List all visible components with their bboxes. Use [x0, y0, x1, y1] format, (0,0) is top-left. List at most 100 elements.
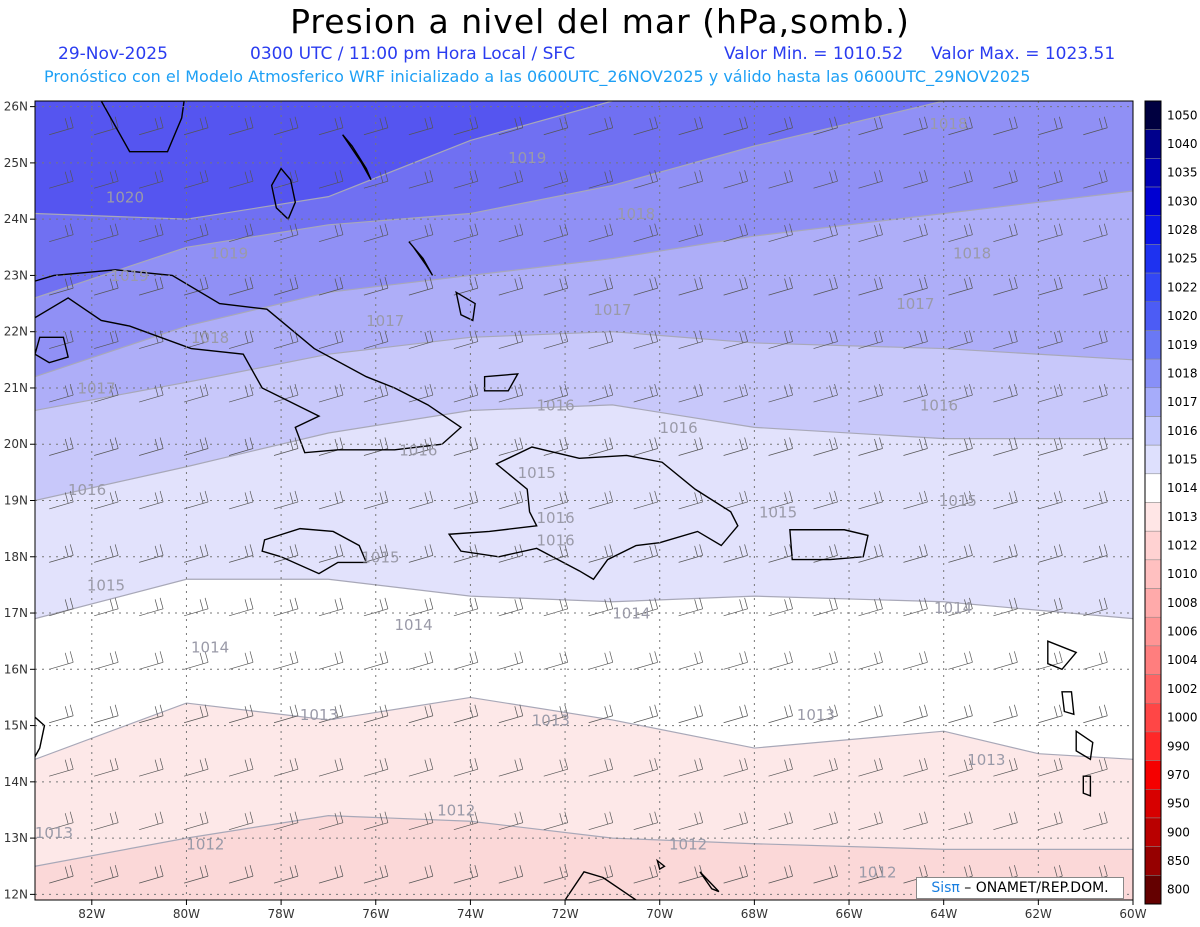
wind-barb: [903, 758, 928, 777]
wind-barb: [858, 758, 883, 777]
wind-barb: [948, 277, 973, 296]
wind-barb: [498, 170, 524, 189]
contour-label: 1020: [106, 188, 144, 206]
wind-barb: [318, 758, 344, 777]
colorbar-label: 1008: [1167, 596, 1198, 610]
wind-barb: [94, 758, 119, 777]
forecast-time: 0300 UTC / 11:00 pm Hora Local / SFC: [250, 44, 576, 64]
wind-barb: [273, 277, 299, 296]
lat-tick-label: 18N: [4, 550, 28, 564]
wind-barb: [183, 651, 209, 670]
contour-label: 1014: [395, 616, 433, 634]
wind-barb: [633, 865, 659, 884]
wind-barb: [49, 383, 74, 403]
wind-barb: [543, 704, 569, 724]
colorbar-label: 1025: [1167, 252, 1198, 266]
coastline-cuba: [35, 269, 463, 454]
wind-barb: [49, 704, 74, 724]
lat-tick-label: 23N: [4, 268, 28, 282]
wind-barb: [993, 811, 1018, 831]
wind-barb: [543, 277, 569, 296]
wind-barb: [993, 544, 1018, 563]
wind-barb: [318, 330, 344, 349]
wind-barb: [498, 277, 524, 296]
wind-barb: [94, 330, 119, 349]
colorbar-label: 1006: [1167, 625, 1198, 639]
wind-barb: [318, 116, 344, 136]
wind-barb: [588, 330, 614, 349]
wind-barb: [633, 277, 659, 296]
colorbar-swatch: [1144, 760, 1162, 790]
colorbar-label: 1014: [1167, 481, 1198, 495]
colorbar-swatch: [1144, 358, 1162, 389]
wind-barb: [408, 597, 434, 617]
wind-barb: [903, 704, 928, 724]
wind-barb: [408, 330, 434, 349]
wind-barb: [678, 437, 703, 456]
colorbar-swatch: [1144, 330, 1162, 360]
wind-barb: [633, 116, 659, 136]
wind-barb: [768, 437, 793, 456]
wind-barb: [453, 116, 479, 136]
wind-barb: [183, 704, 209, 724]
wind-barb: [94, 597, 119, 617]
wind-barb: [498, 383, 524, 403]
contour-label: 1013: [35, 824, 73, 842]
wind-barb: [543, 651, 569, 670]
wind-barb: [1038, 277, 1063, 296]
wind-barb: [723, 865, 748, 884]
wind-barb: [139, 383, 164, 403]
wind-barb: [94, 277, 119, 296]
wind-barb: [183, 437, 209, 456]
wind-barb: [948, 597, 973, 617]
wind-barb: [1038, 811, 1063, 831]
min-value: Valor Min. = 1010.52: [724, 44, 904, 64]
wind-barb: [723, 651, 748, 670]
lat-tick-label: 15N: [4, 719, 28, 733]
lon-tick-label: 82W: [78, 907, 105, 921]
wind-barb: [948, 704, 973, 724]
wind-barb: [723, 170, 748, 189]
wind-barb: [588, 811, 614, 831]
wind-barb: [768, 170, 793, 189]
wind-barb: [768, 383, 793, 403]
colorbar-label: 990: [1167, 739, 1190, 753]
wind-barb: [139, 223, 164, 243]
coastline-puerto-rico: [789, 529, 869, 561]
wind-barb: [588, 116, 614, 136]
wind-barb: [813, 277, 838, 296]
colorbar-swatch: [1144, 416, 1162, 446]
colorbar-label: 900: [1167, 825, 1190, 839]
wind-barb: [139, 330, 164, 349]
contour-label: 1018: [953, 245, 991, 263]
wind-barb: [633, 597, 659, 617]
wind-barb: [273, 383, 299, 403]
contour-label: 1015: [759, 503, 797, 521]
forecast-date: 29-Nov-2025: [58, 44, 168, 64]
contour-label: 1014: [191, 638, 229, 656]
colorbar-label: 970: [1167, 768, 1190, 782]
wind-barb: [948, 490, 973, 510]
isobar-1013: [35, 814, 1133, 867]
wind-barb: [228, 651, 254, 670]
wind-barb: [94, 170, 119, 189]
wind-barb: [768, 223, 793, 243]
lon-tick-label: 80W: [173, 907, 200, 921]
wind-barb: [453, 170, 479, 189]
coastline-grand-bahama: [234, 67, 281, 78]
colorbar-swatch: [1144, 473, 1162, 503]
wind-barb: [408, 651, 434, 670]
wind-barb: [228, 811, 254, 831]
wind-barb: [768, 597, 793, 617]
colorbar-label: 1002: [1167, 682, 1198, 696]
colorbar-swatch: [1144, 703, 1162, 733]
wind-barb: [633, 170, 659, 189]
wind-barb: [678, 758, 703, 777]
wind-barb: [948, 116, 973, 136]
lat-tick-label: 17N: [4, 606, 28, 620]
contour-label: 1016: [537, 396, 575, 414]
wind-barb: [318, 170, 344, 189]
isobar-1017: [35, 331, 1133, 412]
wind-barb: [1083, 704, 1108, 724]
wind-barb: [408, 383, 434, 403]
